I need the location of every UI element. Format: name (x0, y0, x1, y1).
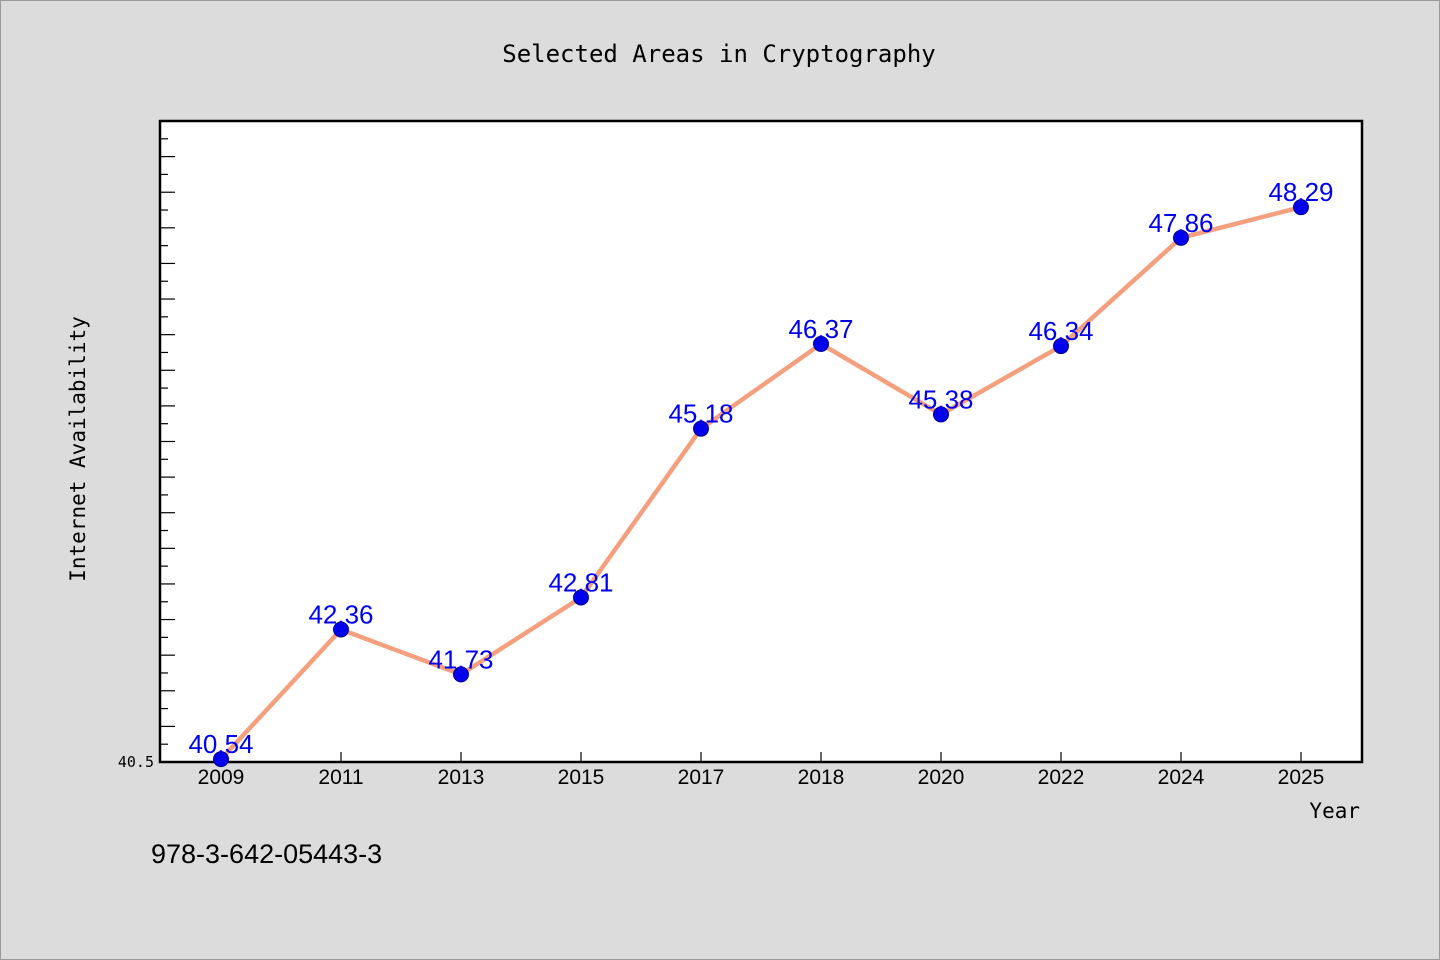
data-point (333, 621, 349, 638)
axis-ticks (160, 138, 1302, 763)
data-label: 41.73 (428, 644, 493, 674)
data-label: 46.37 (788, 314, 853, 344)
data-labels: 40.54 42.36 41.73 42.81 45.18 46.37 45.38 46.34… (188, 177, 1333, 759)
x-tick-label: 2009 (198, 766, 245, 789)
data-label: 48.29 (1268, 177, 1333, 207)
x-tick-label: 2015 (558, 766, 605, 789)
data-label: 42.36 (308, 600, 373, 630)
plot-area (158, 119, 1364, 764)
x-tick-label: 2017 (678, 766, 725, 789)
x-tick-label: 2022 (1038, 766, 1085, 789)
data-label: 42.81 (548, 567, 613, 597)
y-tick-label: 40.5 (118, 753, 154, 771)
data-label: 40.54 (188, 729, 253, 759)
data-point (933, 406, 949, 423)
chart-title: Selected Areas in Cryptography (502, 40, 935, 68)
data-point (213, 751, 229, 768)
x-axis-label: Year (1309, 799, 1360, 823)
series-markers (213, 199, 1309, 768)
y-axis-label: Internet Availability (66, 316, 90, 582)
series-line (218, 204, 1304, 762)
data-point (1173, 229, 1189, 246)
data-label: 45.18 (668, 399, 733, 429)
x-tick-label: 2011 (318, 766, 363, 789)
data-point (573, 589, 589, 606)
data-point (693, 420, 709, 437)
x-tick-label: 2013 (438, 766, 485, 789)
data-label: 46.34 (1028, 316, 1093, 346)
data-label: 47.86 (1148, 208, 1213, 238)
data-label: 45.38 (908, 384, 973, 414)
data-point (453, 666, 469, 683)
isbn-annotation: 978-3-642-05443-3 (151, 839, 382, 869)
x-tick-label: 2018 (798, 766, 845, 789)
x-tick-label: 2020 (918, 766, 965, 789)
x-tick-label: 2025 (1278, 766, 1325, 789)
data-point (813, 335, 829, 352)
x-tick-labels: 2009 2011 2013 2015 2017 2018 2020 2022 2024 2025 (198, 766, 1325, 789)
data-point (1293, 199, 1309, 216)
x-tick-label: 2024 (1158, 766, 1205, 789)
data-point (1053, 338, 1069, 355)
